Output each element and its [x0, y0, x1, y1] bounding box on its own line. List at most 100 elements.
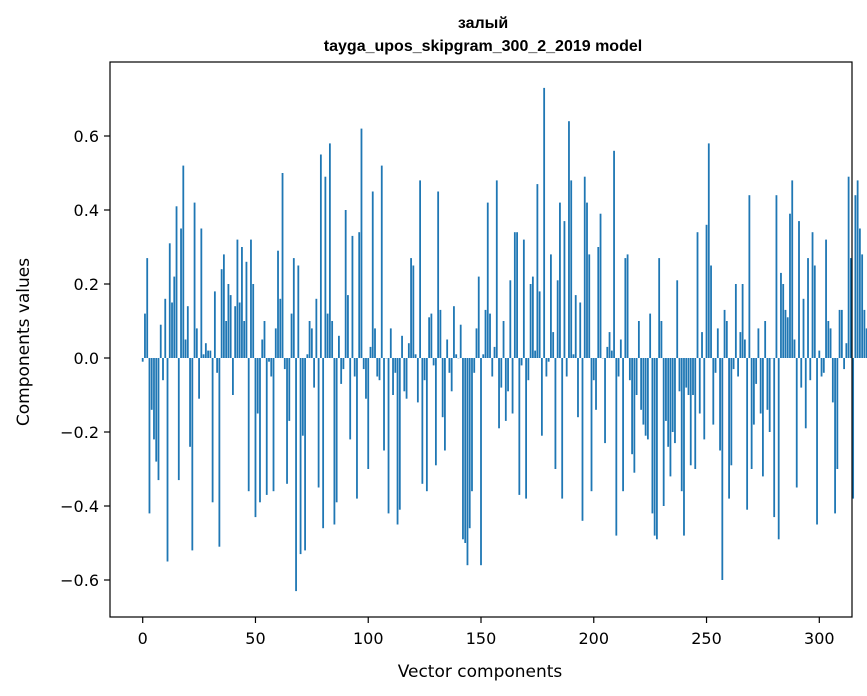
bar-320	[863, 309, 866, 358]
bar-158	[498, 358, 500, 429]
bar-70	[299, 358, 302, 555]
bar-137	[450, 358, 453, 392]
bar-34	[218, 358, 221, 547]
bar-177	[540, 358, 543, 436]
bar-33	[216, 358, 219, 373]
bar-91	[347, 295, 349, 358]
bar-125	[423, 358, 426, 381]
bar-249	[703, 358, 706, 440]
x-tick-label: 200	[578, 629, 609, 648]
bar-147	[473, 358, 476, 373]
bar-41	[234, 306, 237, 358]
bar-297	[811, 232, 814, 358]
y-tick-label: 0.6	[74, 127, 99, 146]
bar-43	[238, 302, 241, 358]
bar-5	[153, 358, 155, 440]
bar-46	[245, 261, 248, 358]
bar-200	[592, 358, 595, 381]
bar-190	[570, 180, 573, 358]
bar-317	[856, 180, 859, 358]
bar-156	[493, 346, 496, 358]
bar-250	[705, 224, 708, 358]
bar-29	[207, 350, 209, 358]
bar-115	[401, 335, 403, 358]
bar-134	[444, 358, 446, 451]
bar-26	[200, 228, 203, 358]
bar-247	[698, 358, 701, 414]
bar-113	[396, 358, 399, 525]
bar-130	[434, 358, 437, 466]
bar-253	[712, 358, 715, 425]
bar-218	[633, 358, 636, 473]
bar-282	[777, 358, 780, 540]
bar-152	[484, 309, 487, 358]
y-tick-label: −0.2	[60, 423, 99, 442]
y-tick-label: 0.4	[74, 201, 99, 220]
bar-163	[509, 280, 512, 358]
bar-144	[466, 358, 469, 566]
bar-301	[820, 358, 823, 377]
bar-54	[263, 321, 266, 358]
bar-79	[319, 154, 322, 358]
bar-161	[504, 358, 507, 421]
bar-289	[793, 339, 796, 358]
bar-21	[189, 358, 191, 447]
bar-106	[380, 165, 383, 358]
bar-310	[840, 309, 843, 358]
bar-45	[243, 321, 246, 358]
bar-57	[270, 358, 273, 377]
bar-18	[182, 165, 185, 358]
bar-307	[834, 358, 836, 514]
bar-193	[577, 358, 579, 418]
bar-262	[732, 358, 735, 370]
bar-213	[622, 358, 624, 492]
bar-149	[477, 276, 480, 358]
bar-102	[371, 191, 374, 358]
bar-246	[696, 232, 699, 358]
bar-229	[658, 258, 661, 358]
bar-298	[813, 265, 816, 358]
bar-86	[335, 358, 338, 503]
bar-90	[344, 210, 347, 358]
bar-2	[146, 258, 149, 358]
y-axis-label: Components values	[14, 258, 34, 426]
bar-4	[150, 358, 153, 410]
bar-239	[680, 358, 683, 492]
y-tick-label: −0.4	[60, 497, 99, 516]
bar-273	[757, 328, 760, 358]
bar-81	[324, 176, 327, 358]
bar-174	[534, 350, 537, 358]
bar-267	[743, 339, 746, 358]
bar-103	[374, 328, 376, 358]
bar-109	[387, 358, 390, 514]
bar-185	[559, 202, 561, 358]
bar-227	[653, 358, 656, 536]
bar-44	[241, 247, 243, 358]
bar-23	[193, 202, 196, 358]
bar-194	[579, 302, 582, 358]
bar-318	[858, 228, 861, 358]
bar-308	[836, 358, 839, 469]
bar-183	[554, 358, 557, 469]
bar-235	[671, 358, 674, 432]
bar-120	[412, 265, 415, 358]
bar-187	[563, 221, 566, 358]
bar-133	[441, 358, 444, 418]
bar-176	[538, 291, 541, 358]
bar-291	[798, 221, 800, 358]
bar-215	[626, 254, 629, 358]
bar-167	[518, 358, 521, 495]
bar-8	[159, 324, 162, 358]
bar-319	[861, 254, 864, 358]
bar-169	[522, 239, 525, 358]
bar-122	[416, 358, 419, 403]
bar-251	[707, 143, 710, 358]
bar-178	[543, 87, 546, 359]
bar-313	[847, 176, 850, 358]
bar-171	[527, 358, 530, 381]
bar-114	[398, 358, 401, 510]
bar-199	[590, 358, 593, 492]
bar-87	[338, 335, 340, 358]
bar-222	[642, 358, 645, 425]
